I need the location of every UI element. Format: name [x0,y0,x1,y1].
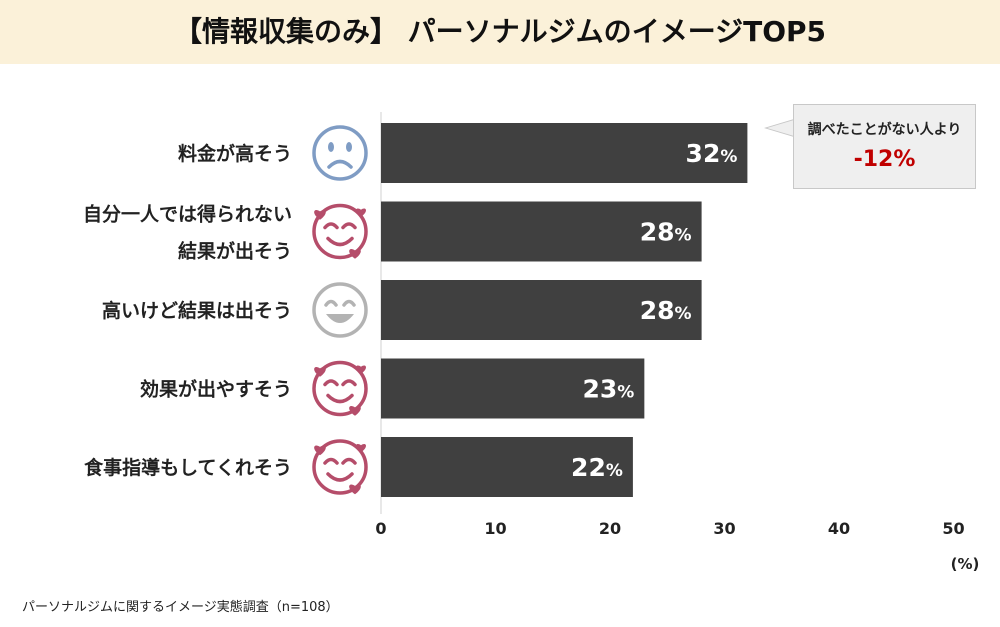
value-label-4: 23% [583,375,635,404]
category-label-2-line-1: 自分一人では得られない [83,203,292,226]
value-label-1: 32% [686,139,738,168]
x-tick-label-20: 20 [599,519,621,538]
value-number-2: 28 [640,218,675,247]
sad-face-icon [312,125,368,181]
value-percent-5: % [606,461,623,481]
callout-difference: -12% [853,147,916,172]
value-number-4: 23 [583,375,618,404]
x-tick-label-50: 50 [942,519,964,538]
smile-face-icon [312,282,368,338]
category-label-1: 料金が高そう [178,142,292,165]
survey-footnote: パーソナルジムに関するイメージ実態調査（n=108） [22,600,339,615]
love-face-icon [312,203,368,260]
chart-title: 【情報収集のみ】 パーソナルジムのイメージTOP5 [173,15,827,48]
value-percent-1: % [720,147,737,167]
category-label-4: 効果が出やすそう [140,378,292,401]
x-tick-label-40: 40 [828,519,850,538]
x-tick-label-0: 0 [375,519,386,538]
value-number-3: 28 [640,296,675,325]
category-label-2-line-2: 結果が出そう [178,240,292,263]
callout-text: 調べたことがない人より [807,122,962,138]
x-tick-label-30: 30 [713,519,735,538]
callout-pointer-fill [767,120,794,136]
x-tick-label-10: 10 [484,519,506,538]
value-label-2: 28% [640,218,692,247]
love-face-icon [312,360,368,417]
value-number-5: 22 [571,453,606,482]
value-percent-2: % [675,226,692,246]
category-label-5: 食事指導もしてくれそう [84,456,292,479]
x-axis-unit: (%) [951,555,980,573]
bar-1 [381,123,748,183]
love-face-icon [312,439,368,495]
comparison-callout: 調べたことがない人より -12% [793,104,976,189]
bar-2 [381,201,702,262]
value-number-1: 32 [686,139,721,168]
bar-5 [381,437,633,497]
value-percent-3: % [675,304,692,324]
bar-3 [381,280,702,340]
value-label-5: 22% [571,453,623,482]
value-percent-4: % [617,383,634,403]
title-band [0,0,1000,64]
value-label-3: 28% [640,296,692,325]
category-label-3: 高いけど結果は出そう [102,299,292,322]
bar-4 [381,358,645,419]
